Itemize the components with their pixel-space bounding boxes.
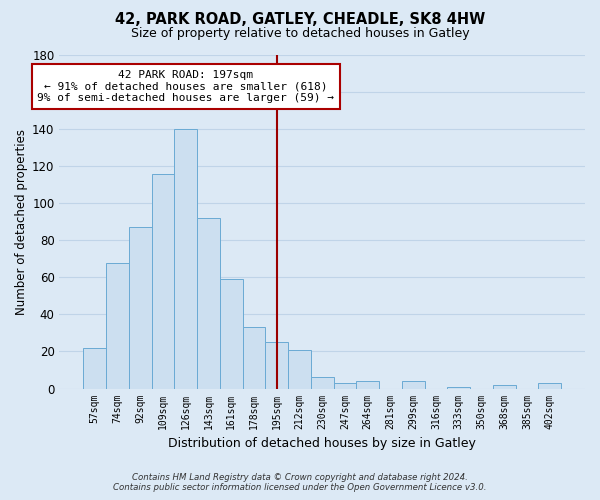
Bar	[493, 385, 515, 388]
Bar	[106, 262, 129, 388]
Text: 42, PARK ROAD, GATLEY, CHEADLE, SK8 4HW: 42, PARK ROAD, GATLEY, CHEADLE, SK8 4HW	[115, 12, 485, 28]
Text: 42 PARK ROAD: 197sqm
← 91% of detached houses are smaller (618)
9% of semi-detac: 42 PARK ROAD: 197sqm ← 91% of detached h…	[37, 70, 334, 103]
Bar	[334, 383, 356, 388]
Bar	[175, 129, 197, 388]
Bar	[311, 378, 334, 388]
Bar	[538, 383, 561, 388]
Text: Contains HM Land Registry data © Crown copyright and database right 2024.
Contai: Contains HM Land Registry data © Crown c…	[113, 473, 487, 492]
Y-axis label: Number of detached properties: Number of detached properties	[15, 129, 28, 315]
Bar	[197, 218, 220, 388]
Bar	[448, 386, 470, 388]
Bar	[83, 348, 106, 389]
Bar	[220, 279, 242, 388]
Bar	[129, 228, 152, 388]
Text: Size of property relative to detached houses in Gatley: Size of property relative to detached ho…	[131, 28, 469, 40]
Bar	[242, 328, 265, 388]
Bar	[288, 350, 311, 389]
Bar	[152, 174, 175, 388]
X-axis label: Distribution of detached houses by size in Gatley: Distribution of detached houses by size …	[168, 437, 476, 450]
Bar	[265, 342, 288, 388]
Bar	[402, 381, 425, 388]
Bar	[356, 381, 379, 388]
